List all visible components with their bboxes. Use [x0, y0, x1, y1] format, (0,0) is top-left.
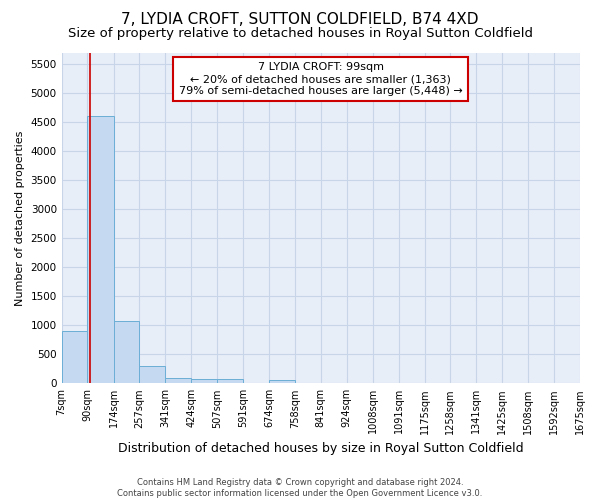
Text: 7 LYDIA CROFT: 99sqm
← 20% of detached houses are smaller (1,363)
79% of semi-de: 7 LYDIA CROFT: 99sqm ← 20% of detached h… — [179, 62, 463, 96]
Bar — [113, 321, 139, 384]
Bar — [88, 116, 113, 384]
X-axis label: Distribution of detached houses by size in Royal Sutton Coldfield: Distribution of detached houses by size … — [118, 442, 524, 455]
Text: Contains HM Land Registry data © Crown copyright and database right 2024.
Contai: Contains HM Land Registry data © Crown c… — [118, 478, 482, 498]
Bar — [139, 366, 166, 384]
Bar — [217, 379, 243, 384]
Text: Size of property relative to detached houses in Royal Sutton Coldfield: Size of property relative to detached ho… — [67, 28, 533, 40]
Bar — [269, 380, 295, 384]
Bar — [62, 331, 88, 384]
Text: 7, LYDIA CROFT, SUTTON COLDFIELD, B74 4XD: 7, LYDIA CROFT, SUTTON COLDFIELD, B74 4X… — [121, 12, 479, 28]
Y-axis label: Number of detached properties: Number of detached properties — [15, 130, 25, 306]
Bar — [191, 379, 217, 384]
Bar — [166, 378, 191, 384]
